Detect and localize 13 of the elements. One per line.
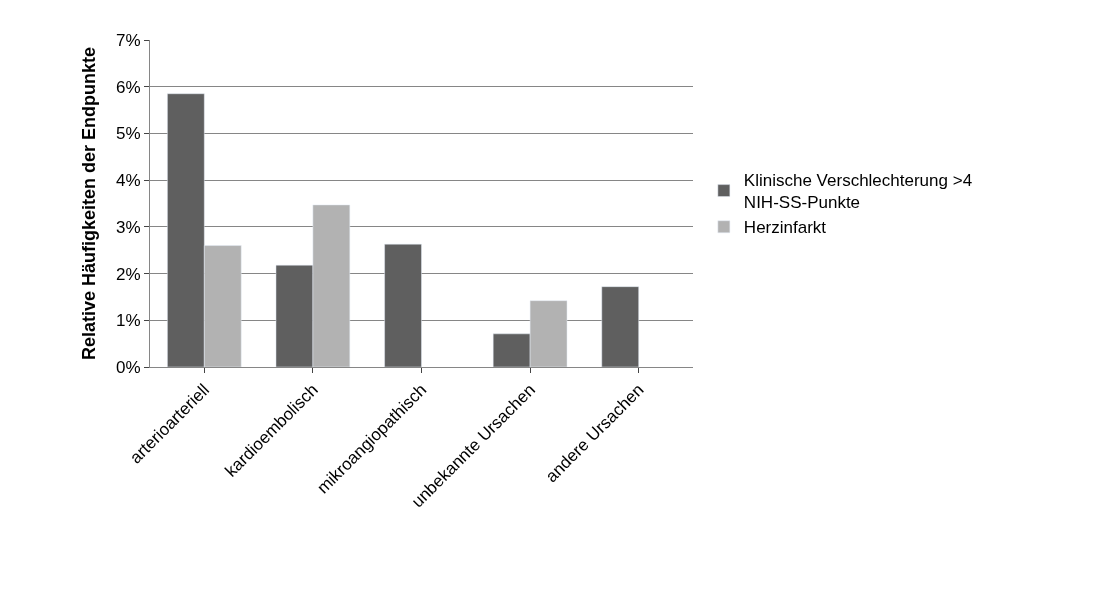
y-tick-label: 3%	[116, 217, 141, 237]
y-tick-label: 5%	[116, 124, 141, 144]
bar	[601, 286, 639, 367]
bar	[384, 243, 422, 367]
legend-label: Klinische Verschlechterung >4 NIH-SS-Punkte	[743, 171, 973, 213]
y-tick-label: 1%	[116, 311, 141, 331]
y-tick-label: 7%	[116, 30, 141, 50]
y-tick-label: 0%	[116, 357, 141, 377]
y-tick-label: 2%	[116, 264, 141, 284]
y-axis-title: Relative Häufigkeiten der Endpunkte	[79, 46, 100, 361]
y-tick-label: 6%	[116, 77, 141, 97]
y-tick-label: 4%	[116, 171, 141, 191]
legend-label: Herzinfarkt	[743, 218, 827, 238]
